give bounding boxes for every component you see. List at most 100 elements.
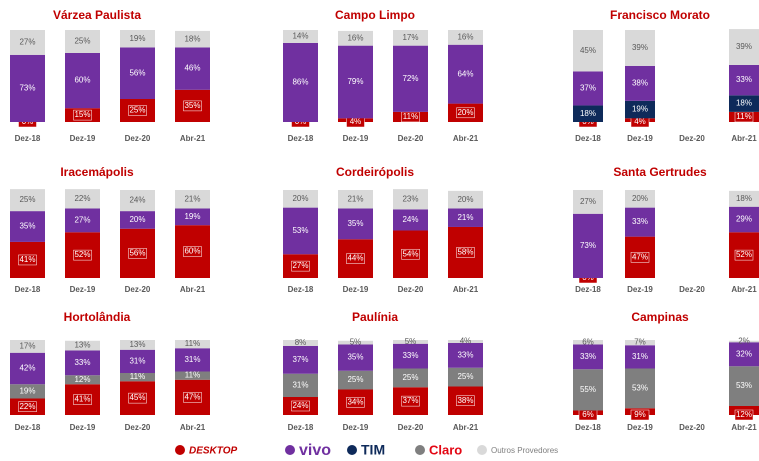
bar-segment xyxy=(625,30,655,66)
value-label: 45% xyxy=(580,46,596,55)
value-label-box xyxy=(291,260,310,272)
value-label: 11% xyxy=(185,339,200,348)
bar-segment xyxy=(448,367,483,387)
x-tick-label: Dez-18 xyxy=(288,285,314,294)
value-label: 20% xyxy=(457,195,473,204)
legend-label: DESKTOP xyxy=(189,446,237,457)
chart-title: Várzea Paulista xyxy=(53,8,141,22)
value-label: 21% xyxy=(347,194,363,203)
value-label: 22% xyxy=(19,402,35,411)
x-tick-label: Abr-21 xyxy=(453,285,479,294)
bar-segment xyxy=(65,350,100,376)
value-label: 79% xyxy=(347,77,363,86)
value-label: 23% xyxy=(402,194,418,203)
value-label: 31% xyxy=(129,356,145,365)
x-tick-label: Dez-20 xyxy=(125,423,151,432)
chart-title: Campinas xyxy=(631,310,689,324)
bar-segment xyxy=(175,208,210,226)
value-label: 19% xyxy=(184,212,200,221)
value-label: 13% xyxy=(74,341,90,350)
value-label: 19% xyxy=(632,105,648,114)
value-label: 32% xyxy=(736,349,752,358)
value-label: 9% xyxy=(634,410,646,419)
value-label: 4% xyxy=(460,337,472,346)
value-label: 17% xyxy=(19,341,35,350)
value-label: 31% xyxy=(632,352,648,361)
bar-segment xyxy=(448,340,483,343)
value-label: 60% xyxy=(184,247,200,256)
value-label-box xyxy=(456,107,475,119)
x-tick-label: Dez-18 xyxy=(575,285,601,294)
bar-segment xyxy=(120,30,155,48)
value-label: 33% xyxy=(402,351,418,360)
x-tick-label: Dez-19 xyxy=(70,134,96,143)
x-tick-label: Dez-18 xyxy=(288,134,314,143)
bar-segment xyxy=(175,371,210,380)
chart-title: Santa Gertrudes xyxy=(613,165,707,179)
value-label: 56% xyxy=(129,248,145,257)
value-label: 39% xyxy=(632,43,648,52)
x-tick-label: Dez-18 xyxy=(288,423,314,432)
value-label-box xyxy=(73,249,92,261)
bar-segment xyxy=(175,30,210,48)
value-label: 8% xyxy=(295,338,307,347)
value-label: 24% xyxy=(129,196,145,205)
bar-segment xyxy=(393,30,428,46)
value-label: 52% xyxy=(736,250,752,259)
value-label: 27% xyxy=(580,197,596,206)
bar-segment xyxy=(283,190,318,208)
legend-swatch xyxy=(477,445,487,455)
value-label: 56% xyxy=(129,68,145,77)
value-label: 25% xyxy=(402,373,418,382)
x-tick-label: Dez-19 xyxy=(70,285,96,294)
value-label: 25% xyxy=(74,37,90,46)
x-tick-label: Dez-18 xyxy=(15,134,41,143)
bar-segment xyxy=(625,345,655,369)
value-label-box xyxy=(291,400,310,412)
value-label: 46% xyxy=(184,64,200,73)
legend-swatch xyxy=(285,445,295,455)
value-label: 58% xyxy=(457,248,473,257)
bar-segment xyxy=(393,340,428,344)
x-tick-label: Abr-21 xyxy=(180,423,206,432)
value-label-box xyxy=(630,252,650,263)
value-label: 24% xyxy=(402,215,418,224)
x-tick-label: Dez-19 xyxy=(343,285,369,294)
bar-segment xyxy=(120,211,155,229)
value-label: 17% xyxy=(402,33,418,42)
bar-segment xyxy=(65,375,100,385)
value-label: 20% xyxy=(457,108,473,117)
bar-segment xyxy=(729,190,759,207)
bar-segment xyxy=(120,340,155,350)
x-tick-label: Dez-20 xyxy=(125,285,151,294)
value-label-box xyxy=(183,246,202,257)
bar-segment xyxy=(338,45,373,119)
bar-segment xyxy=(448,343,483,368)
chart-title: Francisco Morato xyxy=(610,8,710,22)
value-label: 37% xyxy=(292,355,308,364)
value-label: 33% xyxy=(580,352,596,361)
bar-segment xyxy=(283,30,318,43)
value-label: 5% xyxy=(350,338,362,347)
value-label: 73% xyxy=(580,241,596,250)
bar-segment xyxy=(573,369,603,411)
value-label: 11% xyxy=(736,112,751,121)
value-label: 33% xyxy=(457,350,473,359)
value-label: 5% xyxy=(405,337,417,346)
x-tick-label: Abr-21 xyxy=(731,134,757,143)
bar-segment xyxy=(120,349,155,373)
value-label: 27% xyxy=(19,38,35,47)
x-tick-label: Abr-21 xyxy=(731,423,757,432)
value-label: 31% xyxy=(292,380,308,389)
value-label: 33% xyxy=(632,217,648,226)
legend-swatch xyxy=(415,445,425,455)
value-label: 20% xyxy=(129,215,145,224)
bar-segment xyxy=(338,208,373,240)
bar-segment xyxy=(625,368,655,409)
bar-segment xyxy=(393,45,428,112)
chart-title: Paulínia xyxy=(352,310,398,324)
value-label: 35% xyxy=(184,101,200,110)
value-label: 35% xyxy=(19,222,35,231)
bar-segment xyxy=(283,207,318,255)
